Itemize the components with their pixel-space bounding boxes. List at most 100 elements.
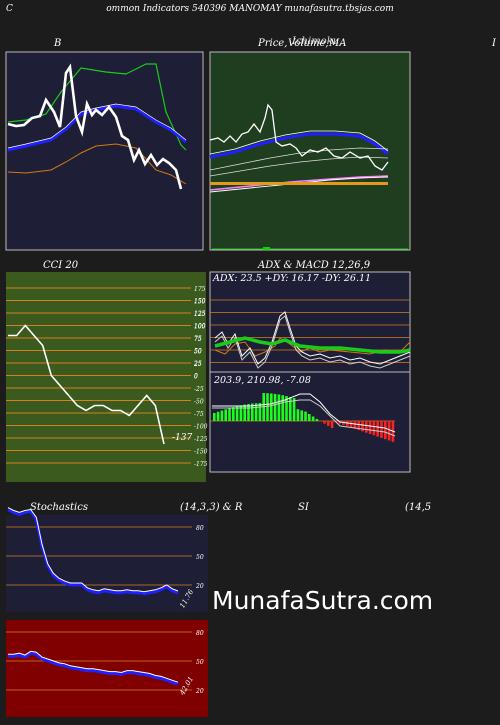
macd-histogram-bar [376,421,379,437]
cci-tick-label: -125 [194,436,208,443]
macd-histogram-bar [281,395,284,421]
macd-histogram-bar [327,421,330,426]
macd-histogram-bar [228,408,231,421]
cci-tick-label: -150 [194,449,208,456]
price-right-letter: I [492,38,496,49]
adx-tick-label: 150 [194,298,206,305]
watermark: MunafaSutra.com [212,586,434,615]
macd-histogram-bar [247,403,250,421]
stoch-title-left: Stochastics [30,502,88,513]
macd-histogram-bar [224,409,227,421]
price-title-d: MA [329,38,347,49]
cci-tick-label: 50 [194,349,202,356]
macd-histogram-bar [368,421,372,434]
rsi-line-white [8,650,179,683]
macd-histogram-bar [285,396,288,421]
header-left-letter: C [6,4,13,14]
macd-histogram-bar [349,421,353,428]
price-title-a: Price, [258,38,288,49]
cci-tick-label: -175 [194,461,208,468]
macd-histogram-bar [296,409,300,421]
adx-chart: 150 125 100 75 50 25 0 [193,271,411,380]
adx-title: ADX & MACD 12,26,9 [258,260,371,271]
cci-tick-label: 125 [194,311,206,318]
bb-price [7,63,183,190]
price-ma-blue [209,132,389,159]
macd-histogram-bar [243,404,246,421]
macd-histogram-bar [330,421,334,429]
macd-histogram-bar [277,394,281,421]
stoch-title-si: SI [298,502,309,513]
adx-tick-label: 0 [194,373,198,380]
macd-histogram-bar [308,414,311,421]
rsi-grid: 80 50 20 [6,630,204,695]
macd-histogram-bar [216,411,220,421]
oscillator-tick-label: 50 [196,659,204,666]
rsi-background [6,620,208,717]
macd-histogram [210,393,395,442]
price-ma-white-2 [209,156,389,177]
cci-tick-label: -25 [194,386,204,393]
cci-value-label: -137 [172,433,192,443]
macd-histogram-bar [220,410,224,421]
price-line [209,103,389,171]
oscillator-tick-label: 20 [195,688,204,695]
macd-histogram-bar [235,406,239,421]
adx-subtitle: ADX: 23.5 +DY: 16.17 -DY: 26.11 [213,273,372,284]
adx-tick-label: 50 [194,348,202,355]
price-chart [209,51,411,251]
bb-middle-band-edge [7,103,187,149]
macd-histogram-bar [270,393,273,421]
macd-background [209,371,411,473]
macd-histogram-bar [300,410,303,421]
price-ma-orange-band [210,182,388,185]
oscillator-tick-label: 50 [196,554,204,561]
bb-title: B [54,38,62,49]
macd-histogram-bar [315,418,319,421]
adx-tick-label: 25 [193,361,202,368]
page-header: ommon Indicators 540396 MANOMAY munafasu… [106,4,394,14]
cci-tick-label: 0 [194,374,198,381]
cci-title: CCI 20 [43,260,79,271]
cci-tick-label: 100 [194,324,206,331]
cci-tick-label: -100 [194,424,208,431]
macd-histogram-bar [289,397,292,421]
price-ma-pink [209,175,389,191]
bb-background [5,51,204,251]
macd-histogram-bar [251,403,254,421]
adx-tick-label: 75 [194,336,202,343]
adx-tick-label: 125 [194,311,206,318]
macd-line [212,393,396,433]
cci-line [8,324,165,445]
price-ma-white-top [209,130,389,155]
macd-histogram-bar [353,421,357,429]
cci-grid: 175 150 125 100 75 50 25 0 -25 -50 -75 -100 -125 -150… [6,286,208,468]
price-background [209,51,411,251]
macd-histogram-bar [357,421,360,431]
macd-histogram-bar [380,421,383,438]
adx-background [209,271,411,373]
cci-tick-label: 75 [194,336,202,343]
cci-chart: 175 150 125 100 75 50 25 0 -25 -50 -75 -100 -125 -150… [6,272,208,482]
oscillator-tick-label: 80 [196,525,204,532]
cci-tick-label: -50 [194,399,204,406]
stoch-title-right: (14,5 [405,502,432,513]
macd-histogram-bar [384,421,387,440]
macd-histogram-bar [372,421,376,436]
macd-histogram-bar [254,403,258,421]
bb-chart [5,51,204,251]
bb-lower-band [7,143,187,185]
cci-background [6,272,206,482]
macd-histogram-bar [232,407,235,421]
macd-histogram-bar [387,421,391,441]
macd-histogram-bar [273,393,277,421]
macd-histogram-bar [346,421,349,427]
stoch-title-mid: (14,3,3) & R [180,502,243,513]
bb-upper-band [7,63,187,151]
macd-histogram-bar [258,403,262,421]
macd-histogram-bar [311,416,315,421]
macd-histogram-bar [239,405,243,421]
stoch-background [6,515,208,612]
